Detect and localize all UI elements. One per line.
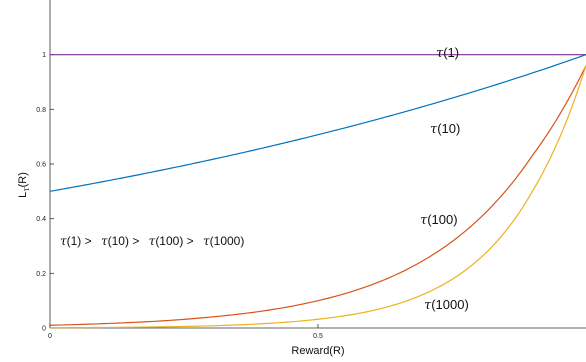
annotation-tau1: τ(1) <box>436 45 459 61</box>
ordering-annotation: τ(1) > τ(10) > τ(100) > τ(1000) <box>60 234 244 248</box>
y-tick-label: 0.2 <box>36 271 46 278</box>
y-tick-label: 0 <box>42 326 46 333</box>
tick-group: 0 0.2 0.4 0.6 0.8 1 0 0.5 <box>36 52 323 340</box>
y-tick-label: 0.6 <box>36 162 46 169</box>
series-group <box>49 54 586 329</box>
series-line-tau-10 <box>49 54 586 192</box>
annotation-tau1000: τ(1000) <box>424 297 469 313</box>
y-axis-label: Lτ(R) <box>17 172 31 198</box>
y-tick-label: 0.4 <box>36 216 46 223</box>
annotation-tau100: τ(100) <box>420 212 458 228</box>
x-tick-label: 0 <box>48 333 52 340</box>
series-line-tau-100 <box>49 65 586 326</box>
y-tick-label: 0.8 <box>36 107 46 114</box>
x-axis-label: Reward(R) <box>291 345 344 357</box>
y-tick-label: 1 <box>42 52 46 59</box>
x-tick-label: 0.5 <box>313 333 323 340</box>
annotation-tau10: τ(10) <box>430 121 460 137</box>
series-line-tau-1000 <box>49 65 586 329</box>
